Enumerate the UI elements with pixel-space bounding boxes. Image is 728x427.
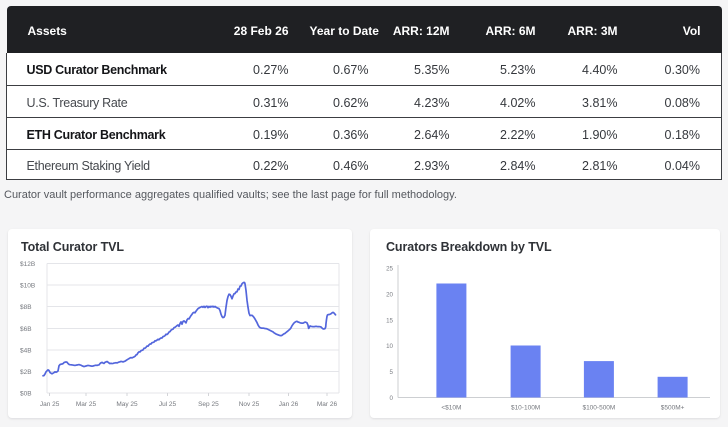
svg-text:25: 25 bbox=[386, 265, 393, 272]
svg-text:5: 5 bbox=[390, 369, 394, 376]
svg-text:10: 10 bbox=[386, 343, 393, 350]
svg-text:20: 20 bbox=[386, 291, 393, 298]
svg-text:$12B: $12B bbox=[20, 261, 35, 268]
svg-text:$6B: $6B bbox=[20, 326, 32, 333]
svg-text:$10B: $10B bbox=[20, 283, 35, 290]
svg-text:Sep 25: Sep 25 bbox=[198, 401, 219, 408]
svg-text:$500M+: $500M+ bbox=[661, 404, 685, 411]
svg-text:$4B: $4B bbox=[20, 347, 32, 354]
svg-text:Jul 25: Jul 25 bbox=[159, 401, 177, 408]
svg-text:May 25: May 25 bbox=[116, 401, 138, 408]
svg-text:$0B: $0B bbox=[20, 391, 32, 398]
svg-text:Jan 25: Jan 25 bbox=[40, 401, 60, 408]
svg-text:$8B: $8B bbox=[20, 304, 32, 311]
svg-text:<$10M: <$10M bbox=[441, 404, 461, 411]
svg-text:$10-100M: $10-100M bbox=[511, 404, 540, 411]
svg-text:Jan 26: Jan 26 bbox=[279, 401, 299, 408]
svg-text:15: 15 bbox=[386, 317, 393, 324]
svg-text:Mar 26: Mar 26 bbox=[317, 401, 338, 408]
svg-text:$100-500M: $100-500M bbox=[582, 404, 615, 411]
svg-text:0: 0 bbox=[390, 395, 394, 402]
svg-text:Nov 25: Nov 25 bbox=[239, 401, 260, 408]
svg-text:Mar 25: Mar 25 bbox=[76, 401, 97, 408]
svg-text:$2B: $2B bbox=[20, 369, 32, 376]
